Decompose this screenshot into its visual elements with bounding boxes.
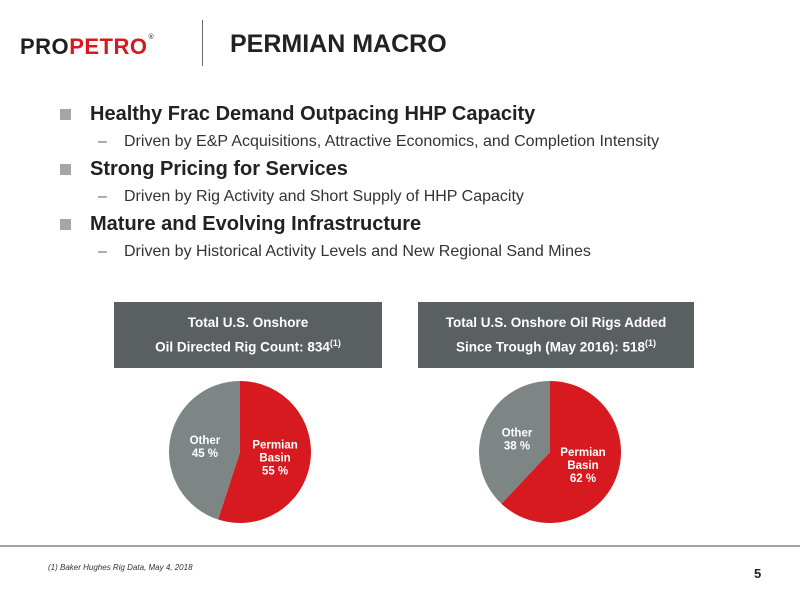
chart-2-title-line1: Total U.S. Onshore Oil Rigs Added (445, 315, 667, 331)
chart-1-footnote-ref: (1) (329, 338, 341, 349)
chart-2-label-other: Other 38 % (502, 427, 533, 452)
slice-percent-label: 62 % (570, 473, 596, 485)
header-divider (202, 20, 203, 66)
chart-1-label-other: Other 45 % (190, 435, 221, 460)
logo-pro-text: PRO (20, 34, 70, 59)
slice-percent-label: 38 % (504, 440, 530, 452)
page-number: 5 (754, 566, 762, 581)
chart-2-slice-permian-basin (501, 381, 621, 523)
bullet-dash: – (98, 133, 107, 150)
slice-percent-label: 55 % (262, 466, 288, 478)
chart-1-title-line2: Oil Directed Rig Count: 834(1) (114, 333, 382, 358)
bullet-dash: – (98, 243, 107, 260)
chart-2-label-permian-basin: Permian Basin 62 % (560, 447, 605, 485)
chart-1-title-box: Total U.S. Onshore Oil Directed Rig Coun… (114, 302, 382, 368)
slice-name-label: Basin (567, 460, 598, 472)
propetro-logo: PROPETRO® (20, 34, 154, 60)
bullet-sub-2: – Driven by Rig Activity and Short Suppl… (60, 183, 780, 210)
chart-2-pie: Permian Basin 62 % Other 38 % (479, 381, 621, 523)
chart-1-slice-permian-basin (218, 381, 312, 523)
bullet-sub-1: – Driven by E&P Acquisitions, Attractive… (60, 128, 780, 155)
bullet-heading-2: Strong Pricing for Services (60, 155, 780, 183)
bullet-heading-text: Healthy Frac Demand Outpacing HHP Capaci… (90, 103, 536, 125)
bullet-sub-text: Driven by Rig Activity and Short Supply … (124, 188, 524, 205)
bullet-heading-text: Strong Pricing for Services (90, 158, 348, 180)
bullet-sub-text: Driven by E&P Acquisitions, Attractive E… (124, 133, 660, 150)
bullet-heading-3: Mature and Evolving Infrastructure (60, 210, 780, 238)
bullet-heading-1: Healthy Frac Demand Outpacing HHP Capaci… (60, 100, 780, 128)
chart-1-pie: Permian Basin 55 % Other 45 % (169, 381, 312, 523)
slice-name-label: Other (502, 427, 533, 439)
bullet-list: Healthy Frac Demand Outpacing HHP Capaci… (60, 100, 780, 265)
chart-1-label-permian-basin: Permian Basin 55 % (252, 440, 297, 478)
bullet-dash: – (98, 188, 107, 205)
chart-2-title-line2: Since Trough (May 2016): 518(1) (418, 333, 694, 358)
chart-1-title-line1: Total U.S. Onshore (187, 315, 309, 331)
slice-name-label: Permian (252, 440, 297, 452)
footnote: (1) Baker Hughes Rig Data, May 4, 2018 (48, 563, 193, 572)
bullet-sub-text: Driven by Historical Activity Levels and… (124, 243, 591, 260)
chart-2-title-line2-text: Since Trough (May 2016): 518 (455, 339, 646, 355)
chart-2-footnote-ref: (1) (645, 338, 657, 349)
bullet-square-icon (60, 164, 71, 175)
chart-2-slice-other (479, 381, 550, 504)
logo-petro-text: PETRO (69, 34, 148, 59)
logo-registered-mark: ® (148, 34, 155, 41)
chart-1-title-line2-text: Oil Directed Rig Count: 834 (155, 339, 330, 355)
page-title: PERMIAN MACRO (230, 30, 447, 58)
chart-1-slice-other (169, 381, 240, 520)
bullet-square-icon (60, 219, 71, 230)
bullet-heading-text: Mature and Evolving Infrastructure (90, 213, 422, 235)
bullet-sub-3: – Driven by Historical Activity Levels a… (60, 238, 780, 265)
slice-name-label: Permian (560, 447, 605, 459)
slice-name-label: Other (190, 435, 221, 447)
slice-name-label: Basin (259, 453, 290, 465)
slice-percent-label: 45 % (192, 448, 218, 460)
chart-2-title-box: Total U.S. Onshore Oil Rigs Added Since … (418, 302, 694, 368)
bullet-square-icon (60, 109, 71, 120)
footer-divider (0, 545, 800, 547)
